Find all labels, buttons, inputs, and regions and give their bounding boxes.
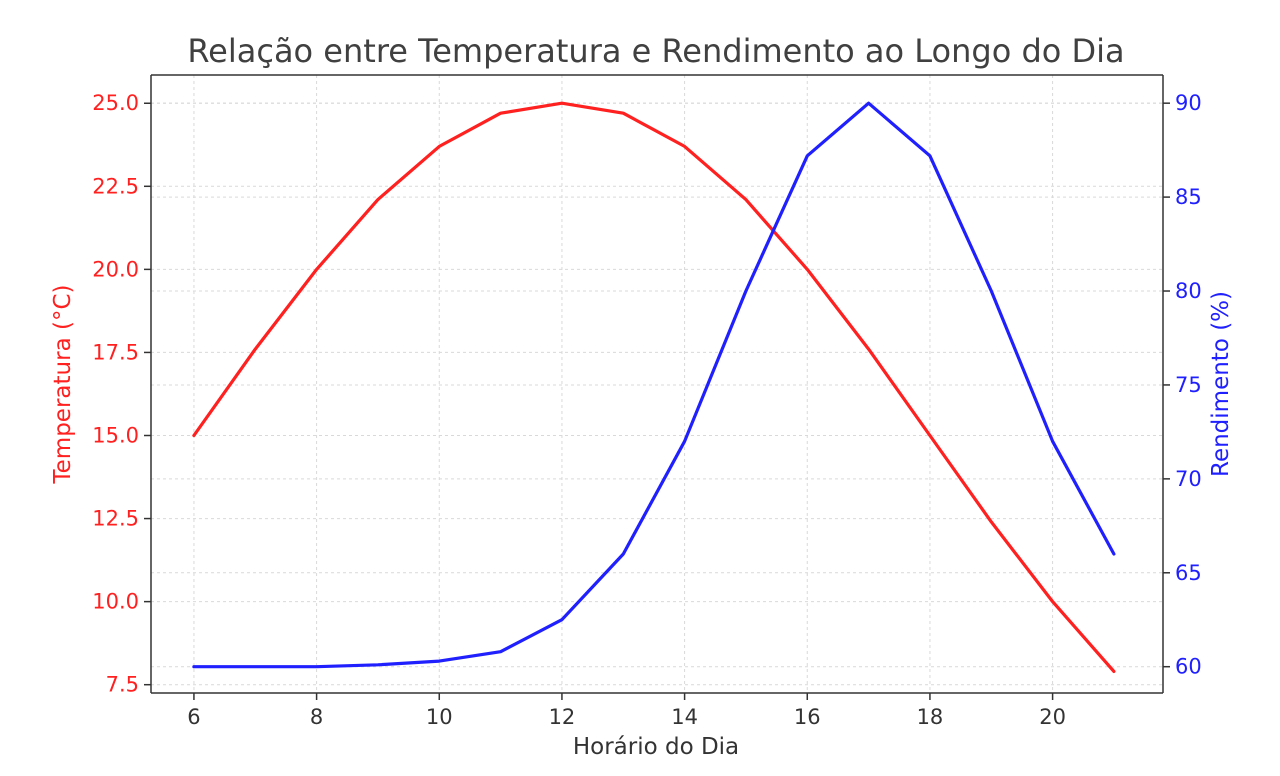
series-lines: [192, 101, 1116, 674]
y-left-tick-label: 20.0: [92, 257, 139, 281]
y-right-tick-label: 70: [1175, 467, 1202, 491]
y-left-tick-label: 7.5: [106, 673, 139, 697]
y-left-tick-label: 17.5: [92, 340, 139, 364]
y-right-tick-label: 85: [1175, 185, 1202, 209]
x-tick-label: 6: [187, 705, 200, 729]
right-axis-ticks: 60 65 70 75 80 85 90: [1163, 91, 1202, 679]
x-tick-label: 14: [671, 705, 698, 729]
y-right-tick-label: 65: [1175, 561, 1202, 585]
y-right-tick-label: 75: [1175, 373, 1202, 397]
left-axis-label: Temperatura (°C): [50, 285, 76, 485]
y-left-tick-label: 12.5: [92, 507, 139, 531]
x-tick-label: 10: [426, 705, 453, 729]
y-left-tick-label: 15.0: [92, 424, 139, 448]
rendimento-series-line: [192, 101, 1116, 669]
y-right-tick-label: 80: [1175, 279, 1202, 303]
grid-lines: [151, 75, 1163, 693]
x-tick-label: 20: [1039, 705, 1066, 729]
y-left-tick-label: 25.0: [92, 91, 139, 115]
y-right-tick-label: 90: [1175, 91, 1202, 115]
axes: [150, 74, 1164, 694]
x-tick-label: 18: [917, 705, 944, 729]
x-axis-label: Horário do Dia: [573, 734, 739, 760]
left-axis-ticks: 7.5 10.0 12.5 15.0 17.5 20.0 22.5 25.0: [92, 91, 151, 697]
x-tick-label: 16: [794, 705, 821, 729]
chart-title: Relação entre Temperatura e Rendimento a…: [187, 32, 1124, 70]
y-right-tick-label: 60: [1175, 655, 1202, 679]
right-axis-label: Rendimento (%): [1208, 291, 1234, 477]
temperatura-series-line: [192, 101, 1116, 674]
y-left-tick-label: 10.0: [92, 590, 139, 614]
x-tick-label: 12: [549, 705, 576, 729]
x-tick-label: 8: [310, 705, 323, 729]
y-left-tick-label: 22.5: [92, 174, 139, 198]
x-axis-ticks: 6 8 10 12 14 16 18 20: [187, 693, 1066, 729]
